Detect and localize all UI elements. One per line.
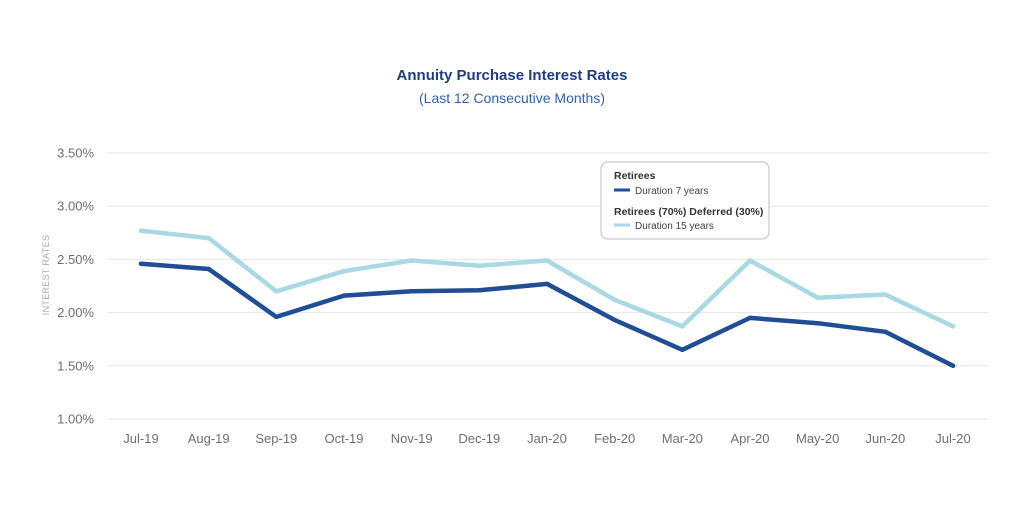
data-point-s1-6 xyxy=(544,258,550,263)
x-tick-label-1: Aug-19 xyxy=(188,431,230,446)
y-axis-label: INTEREST RATES xyxy=(41,235,51,315)
legend-item-1: Duration 15 years xyxy=(635,221,714,232)
data-point-s1-12 xyxy=(950,324,956,329)
x-tick-label-3: Oct-19 xyxy=(324,431,363,446)
x-tick-label-5: Dec-19 xyxy=(458,431,500,446)
data-point-s0-3 xyxy=(341,293,347,298)
y-tick-label-2: 2.00% xyxy=(57,305,94,320)
legend-group-1: Retirees (70%) Deferred (30%) xyxy=(614,206,763,218)
x-tick-label-12: Jul-20 xyxy=(935,431,970,446)
x-tick-label-4: Nov-19 xyxy=(391,431,433,446)
data-point-s1-8 xyxy=(680,324,685,329)
data-point-s1-11 xyxy=(883,292,888,297)
y-tick-labels: 1.00% 1.50% 2.00% 2.50% 3.00% 3.50% xyxy=(57,146,94,427)
data-point-s1-7 xyxy=(612,297,617,303)
legend: Retirees Duration 7 years Retirees (70%)… xyxy=(600,161,770,240)
data-point-s1-4 xyxy=(409,258,414,263)
data-point-s0-11 xyxy=(883,329,888,334)
series-layer xyxy=(138,228,956,369)
legend-box xyxy=(600,161,770,240)
data-point-s0-8 xyxy=(680,347,685,353)
y-tick-label-3: 2.50% xyxy=(57,252,94,267)
legend-group-0: Retirees xyxy=(614,170,656,182)
data-point-s1-2 xyxy=(274,289,279,294)
y-tick-label-5: 3.50% xyxy=(57,146,94,161)
data-point-s0-12 xyxy=(950,363,956,368)
data-point-s1-10 xyxy=(815,295,820,300)
data-point-s0-4 xyxy=(409,289,414,294)
data-point-s0-7 xyxy=(612,317,617,323)
x-tick-label-11: Jun-20 xyxy=(865,431,905,446)
data-point-s1-1 xyxy=(206,235,211,241)
x-tick-label-0: Jul-19 xyxy=(123,431,158,446)
data-point-s0-1 xyxy=(206,266,211,272)
data-point-s1-9 xyxy=(747,258,753,263)
data-point-s1-3 xyxy=(341,268,347,274)
y-tick-label-0: 1.00% xyxy=(57,412,94,427)
grid-layer xyxy=(108,152,988,420)
data-point-s0-10 xyxy=(815,321,820,326)
chart-title: Annuity Purchase Interest Rates xyxy=(397,67,628,84)
series-line-1 xyxy=(138,228,956,329)
data-point-s1-0 xyxy=(138,228,144,233)
legend-item-0: Duration 7 years xyxy=(635,186,708,197)
data-point-s0-2 xyxy=(274,314,279,320)
y-tick-label-4: 3.00% xyxy=(57,199,94,214)
x-tick-label-9: Apr-20 xyxy=(730,431,769,446)
data-point-s0-0 xyxy=(138,261,144,266)
data-point-s0-6 xyxy=(544,281,550,287)
data-point-s0-5 xyxy=(477,288,482,293)
y-tick-label-1: 1.50% xyxy=(57,358,94,373)
x-tick-label-7: Feb-20 xyxy=(594,431,635,446)
x-tick-label-6: Jan-20 xyxy=(527,431,567,446)
chart-subtitle: (Last 12 Consecutive Months) xyxy=(419,90,605,106)
data-point-s0-9 xyxy=(747,315,753,321)
data-point-s1-5 xyxy=(477,263,482,268)
x-tick-label-2: Sep-19 xyxy=(255,431,297,446)
x-tick-labels: Jul-19 Aug-19 Sep-19 Oct-19 Nov-19 Dec-19 Jan-… xyxy=(123,431,970,446)
x-tick-label-8: Mar-20 xyxy=(662,431,703,446)
x-tick-label-10: May-20 xyxy=(796,431,839,446)
